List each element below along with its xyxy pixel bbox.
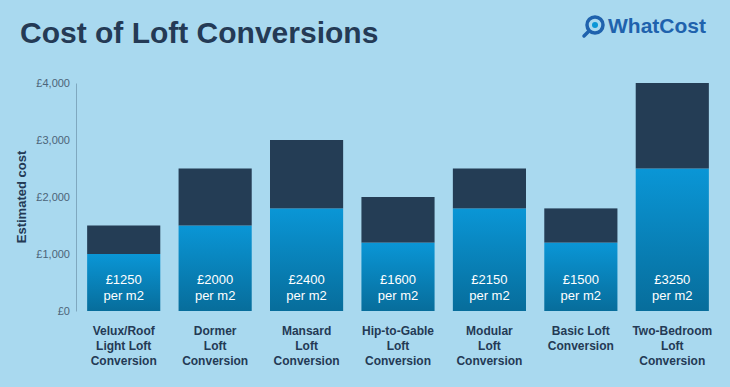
y-tick-label: £2,000 (36, 191, 70, 203)
annotation: £1500per m2 (561, 272, 601, 303)
bars (87, 83, 709, 311)
annotation: £2150per m2 (469, 272, 509, 303)
bar-segment (453, 208, 526, 311)
bar-segment (87, 226, 160, 255)
annotations: £1250per m2 £2000per m2 £2400per m2 £1600pe… (103, 272, 692, 303)
x-tick-label: Hip-to-GableLoftConversion (362, 324, 434, 368)
annotation: £1600per m2 (378, 272, 418, 303)
annotation: £1250per m2 (103, 272, 143, 303)
annotation: £2000per m2 (195, 272, 235, 303)
x-tick-label: MansardLoftConversion (274, 324, 340, 368)
logo: WhatCost (584, 14, 706, 37)
bar-segment (453, 169, 526, 209)
x-tick-label: Two-BedroomLoftConversion (632, 324, 712, 368)
y-axis-line (76, 84, 77, 312)
y-tick-label: £4,000 (36, 77, 70, 89)
bar-segment (636, 83, 709, 169)
bar-segment (361, 197, 434, 243)
x-tick-label: ModularLoftConversion (456, 324, 522, 368)
x-tick-label: Velux/RoofLight LoftConversion (91, 324, 157, 368)
bar-segment (87, 254, 160, 311)
y-tick: £0 (58, 305, 76, 317)
logo-icon-handle (584, 31, 589, 36)
bar-segment (270, 208, 343, 311)
x-axis: Velux/RoofLight LoftConversion DormerLoft… (91, 324, 712, 368)
annotation: £2400per m2 (286, 272, 326, 303)
bar-segment (544, 208, 617, 242)
logo-icon-dot (592, 22, 598, 28)
brand: WhatCost (608, 14, 706, 37)
bar-segment (544, 243, 617, 311)
bar-segment (270, 140, 343, 208)
y-tick: £4,000 (36, 77, 76, 89)
x-tick-label: DormerLoftConversion (182, 324, 248, 368)
bar-segment (361, 243, 434, 311)
title: Cost of Loft Conversions (20, 16, 378, 49)
y-tick-label: £0 (58, 305, 70, 317)
bar-segment (179, 169, 252, 226)
chart: Cost of Loft Conversions WhatCost £0 £1,000… (0, 0, 730, 387)
annotation: £3250per m2 (652, 272, 692, 303)
background (0, 0, 730, 387)
y-tick: £1,000 (36, 248, 76, 260)
y-axis-title: Estimated cost (14, 150, 29, 243)
y-tick-label: £1,000 (36, 248, 70, 260)
bar-segment (179, 226, 252, 312)
y-axis: £0 £1,000 £2,000 £3,000 £4,000 (36, 77, 76, 317)
bar-segment (636, 169, 709, 312)
y-tick: £3,000 (36, 134, 76, 146)
y-tick: £2,000 (36, 191, 76, 203)
y-tick-label: £3,000 (36, 134, 70, 146)
x-tick-label: Basic LoftConversion (548, 324, 614, 353)
